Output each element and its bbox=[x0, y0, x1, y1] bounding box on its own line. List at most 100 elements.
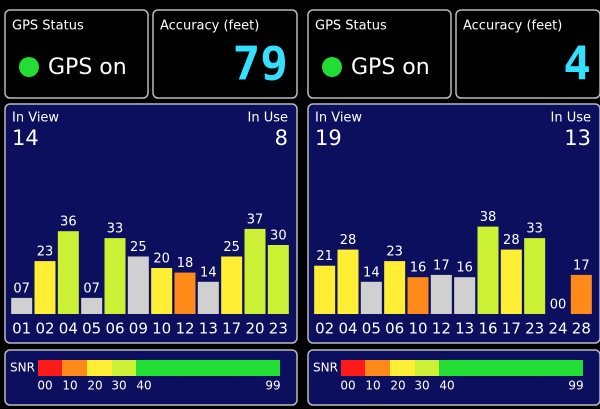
gps-status: GPS on bbox=[351, 55, 430, 80]
accuracy-value: 4 bbox=[563, 37, 591, 91]
x-tick-label: 02 bbox=[35, 320, 54, 338]
snr-segment bbox=[341, 360, 365, 376]
snr-scale-label: 10 bbox=[62, 379, 77, 393]
x-tick-label: 05 bbox=[362, 320, 381, 338]
snr-scale-label: 99 bbox=[265, 379, 280, 393]
bar-value-label: 16 bbox=[410, 261, 427, 276]
bar-value-label: 38 bbox=[480, 210, 497, 225]
x-tick-label: 17 bbox=[502, 320, 521, 338]
bar bbox=[430, 274, 452, 314]
panel-box bbox=[307, 9, 452, 99]
bar-value-label: 14 bbox=[200, 265, 217, 280]
bar-value-label: 07 bbox=[83, 281, 100, 296]
x-tick-label: 04 bbox=[59, 320, 78, 338]
bar bbox=[524, 238, 546, 314]
snr-scale-label: 20 bbox=[87, 379, 102, 393]
bar bbox=[104, 238, 126, 314]
in-view-value: 14 bbox=[12, 126, 39, 150]
bar bbox=[267, 245, 289, 314]
gps-indicator bbox=[322, 57, 342, 77]
accuracy-label: Accuracy (feet) bbox=[463, 19, 562, 34]
snr-scale-label: 30 bbox=[414, 379, 429, 393]
bar-value-label: 07 bbox=[13, 281, 30, 296]
panel-box bbox=[4, 9, 149, 99]
bar-value-label: 16 bbox=[456, 261, 473, 276]
x-tick-label: 12 bbox=[175, 320, 194, 338]
bar bbox=[57, 231, 79, 314]
bar bbox=[337, 249, 359, 314]
bar-value-label: 23 bbox=[386, 245, 403, 260]
bar-value-label: 28 bbox=[340, 233, 357, 248]
x-tick-label: 06 bbox=[105, 320, 124, 338]
snr-segment bbox=[439, 360, 583, 376]
snr-segment bbox=[62, 360, 87, 376]
x-tick-label: 12 bbox=[432, 320, 451, 338]
x-tick-label: 28 bbox=[572, 320, 591, 338]
bar-value-label: 30 bbox=[270, 229, 287, 244]
snr-segment bbox=[415, 360, 439, 376]
bar-value-label: 33 bbox=[526, 222, 543, 237]
gps-status-label: GPS Status bbox=[12, 19, 84, 34]
panel-box bbox=[152, 9, 298, 99]
bar bbox=[454, 277, 476, 314]
x-tick-label: 24 bbox=[548, 320, 567, 338]
bar bbox=[360, 281, 382, 314]
in-view-label: In View bbox=[12, 111, 59, 126]
x-tick-label: 16 bbox=[478, 320, 497, 338]
x-tick-label: 01 bbox=[12, 320, 31, 338]
x-tick-label: 05 bbox=[82, 320, 101, 338]
snr-segment bbox=[38, 360, 62, 376]
bar-value-label: 17 bbox=[573, 258, 590, 273]
panel-box bbox=[4, 349, 298, 406]
snr-scale-label: 20 bbox=[390, 379, 405, 393]
bar bbox=[151, 268, 173, 314]
gps-status-label: GPS Status bbox=[315, 19, 387, 34]
snr-segment bbox=[365, 360, 390, 376]
bar bbox=[81, 297, 103, 314]
bar-value-label: 28 bbox=[503, 233, 520, 248]
bar bbox=[34, 261, 56, 314]
x-tick-label: 04 bbox=[338, 320, 357, 338]
bar-value-label: 25 bbox=[223, 240, 240, 255]
in-use-value: 13 bbox=[564, 126, 591, 150]
panel-box bbox=[455, 9, 600, 99]
gps-status: GPS on bbox=[48, 55, 127, 80]
bar bbox=[407, 277, 429, 314]
snr-label: SNR bbox=[10, 361, 35, 375]
bar-value-label: 25 bbox=[130, 240, 147, 255]
bar-value-label: 33 bbox=[107, 222, 124, 237]
bar bbox=[11, 297, 33, 314]
snr-scale-label: 00 bbox=[37, 379, 52, 393]
bar bbox=[221, 256, 243, 314]
bar bbox=[244, 228, 266, 314]
in-use-label: In Use bbox=[248, 111, 289, 126]
x-tick-label: 23 bbox=[525, 320, 544, 338]
bar bbox=[500, 249, 522, 314]
bar bbox=[314, 265, 336, 314]
x-tick-label: 13 bbox=[455, 320, 474, 338]
accuracy-value: 79 bbox=[233, 37, 288, 91]
bar-value-label: 37 bbox=[247, 212, 264, 227]
x-tick-label: 20 bbox=[245, 320, 264, 338]
x-tick-label: 13 bbox=[199, 320, 218, 338]
x-tick-label: 06 bbox=[385, 320, 404, 338]
snr-segment bbox=[136, 360, 280, 376]
bar bbox=[477, 226, 499, 314]
snr-segment bbox=[390, 360, 415, 376]
bar-value-label: 17 bbox=[433, 258, 450, 273]
x-tick-label: 10 bbox=[408, 320, 427, 338]
x-tick-label: 02 bbox=[315, 320, 334, 338]
snr-scale-label: 40 bbox=[136, 379, 151, 393]
bar-value-label: 18 bbox=[177, 256, 194, 271]
x-tick-label: 17 bbox=[222, 320, 241, 338]
accuracy-label: Accuracy (feet) bbox=[160, 19, 259, 34]
snr-scale-label: 00 bbox=[340, 379, 355, 393]
x-tick-label: 23 bbox=[269, 320, 288, 338]
snr-scale-label: 10 bbox=[365, 379, 380, 393]
snr-scale-label: 99 bbox=[568, 379, 583, 393]
bar bbox=[570, 274, 592, 314]
bar bbox=[384, 261, 406, 314]
bar-value-label: 21 bbox=[316, 249, 333, 264]
bar-value-label: 23 bbox=[37, 245, 54, 260]
